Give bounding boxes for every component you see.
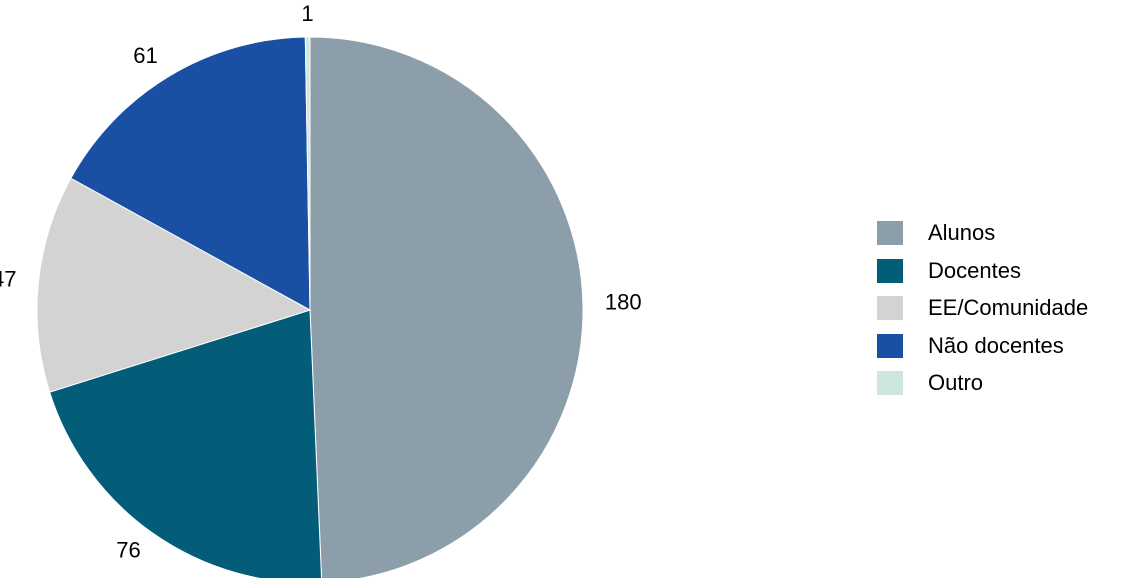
data-label-outro: 1 xyxy=(301,1,313,26)
legend-swatch-nao-docentes xyxy=(877,333,903,358)
data-label-alunos: 180 xyxy=(605,289,642,314)
pie-slice-nao-docentes xyxy=(70,36,311,311)
legend-item-nao-docentes: Não docentes xyxy=(877,331,1088,361)
data-label-docentes: 76 xyxy=(116,537,140,562)
legend-label-alunos: Alunos xyxy=(928,220,996,245)
legend-label-ee-comunidade: EE/Comunidade xyxy=(928,295,1089,320)
legend-item-outro: Outro xyxy=(877,368,1088,398)
legend-label-docentes: Docentes xyxy=(928,257,1021,283)
legend-swatch-outro xyxy=(877,371,903,395)
legend-label-outro: Outro xyxy=(928,370,984,395)
legend-label-nao-docentes: Não docentes xyxy=(928,332,1064,358)
legend-item-ee-comunidade: EE/Comunidade xyxy=(877,293,1088,323)
data-label-ee-comunidade: 47 xyxy=(0,267,16,292)
legend-swatch-ee-comunidade xyxy=(877,296,903,320)
legend: Alunos Docentes EE/Comunidade Não docent… xyxy=(877,218,1088,406)
pie-slice-alunos xyxy=(309,36,584,578)
legend-swatch-docentes xyxy=(877,258,903,283)
legend-item-docentes: Docentes xyxy=(877,256,1088,286)
pie-slice-outro xyxy=(304,36,311,311)
pie-slice-docentes xyxy=(49,309,323,578)
data-label-nao-docentes: 61 xyxy=(133,43,157,68)
legend-swatch-alunos xyxy=(877,221,903,245)
pie-slice-ee-comunidade xyxy=(36,177,312,393)
legend-item-alunos: Alunos xyxy=(877,218,1088,248)
